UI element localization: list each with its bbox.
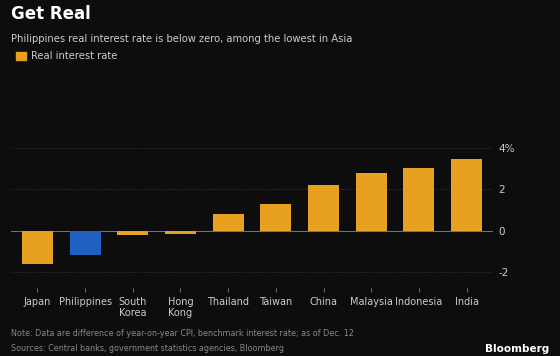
Bar <box>356 173 387 231</box>
Text: Philippines real interest rate is below zero, among the lowest in Asia: Philippines real interest rate is below … <box>11 34 353 44</box>
Bar <box>22 231 53 264</box>
Bar <box>117 231 148 235</box>
Text: Bloomberg: Bloomberg <box>484 344 549 354</box>
Text: Note: Data are difference of year-on-year CPI, benchmark interest rate; as of De: Note: Data are difference of year-on-yea… <box>11 329 354 338</box>
Bar <box>451 158 482 231</box>
Bar <box>165 231 196 234</box>
Bar <box>403 168 435 231</box>
Bar <box>308 185 339 231</box>
Text: Get Real: Get Real <box>11 5 91 23</box>
Bar <box>69 231 101 255</box>
Legend: Real interest rate: Real interest rate <box>16 51 118 61</box>
Bar <box>260 204 291 231</box>
Bar <box>213 214 244 231</box>
Text: Sources: Central banks, government statistics agencies, Bloomberg: Sources: Central banks, government stati… <box>11 344 284 352</box>
